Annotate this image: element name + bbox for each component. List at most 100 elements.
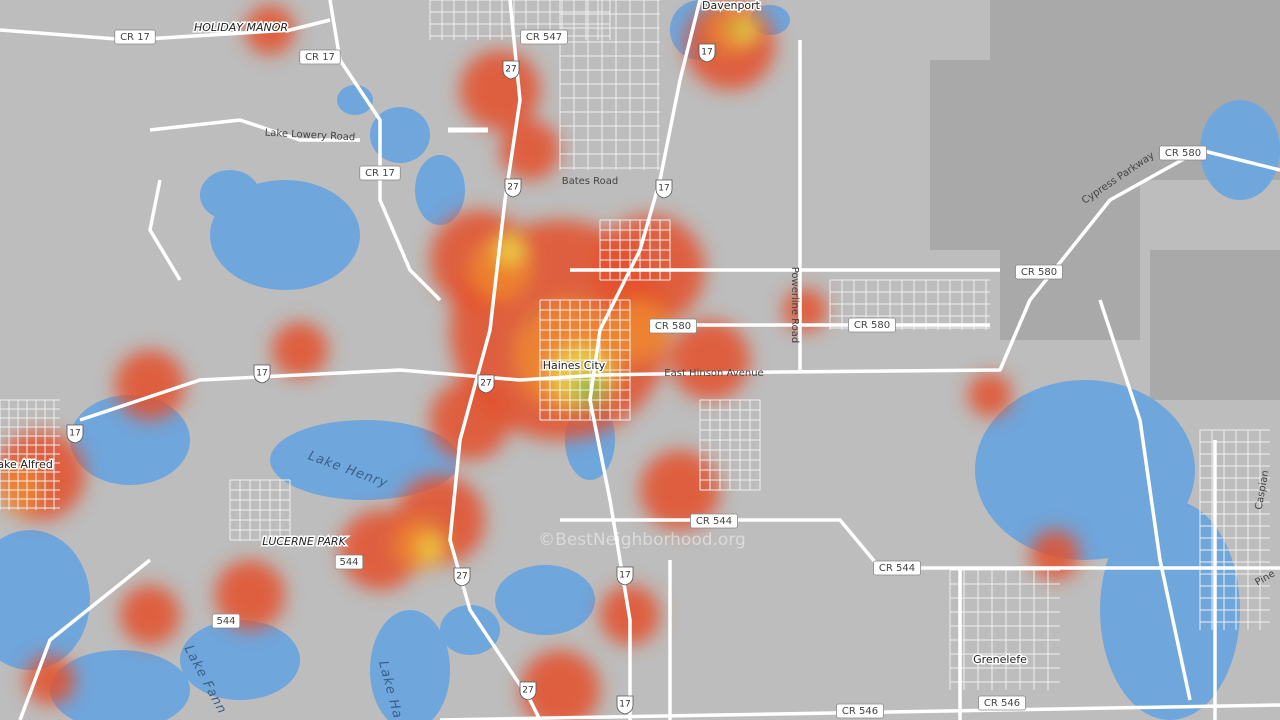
road-label: CR 580 bbox=[854, 320, 890, 331]
road-label: Powerline Road bbox=[789, 267, 800, 344]
heat-blob bbox=[670, 320, 750, 400]
lake bbox=[0, 530, 90, 670]
heat-blob bbox=[120, 585, 180, 645]
road-shield bbox=[211, 613, 241, 629]
highway-shield bbox=[519, 681, 537, 701]
highway-shield bbox=[655, 179, 673, 199]
road-label: CR 546 bbox=[984, 698, 1020, 709]
road-shield bbox=[114, 29, 156, 45]
highway-number: 17 bbox=[658, 184, 669, 194]
road-label: CR 17 bbox=[305, 52, 335, 63]
place-label: Grenelefe bbox=[973, 653, 1027, 666]
road bbox=[0, 18, 331, 42]
road bbox=[149, 118, 360, 142]
place-label: Lucerne Park bbox=[262, 535, 346, 548]
lake bbox=[440, 605, 500, 655]
highway-shield bbox=[698, 43, 716, 63]
lake bbox=[495, 565, 595, 635]
highway-number: 17 bbox=[619, 571, 630, 581]
highway-number: 27 bbox=[522, 686, 533, 696]
highway-shield bbox=[502, 60, 520, 80]
heat-blob bbox=[430, 380, 510, 460]
road-shield bbox=[836, 703, 884, 719]
lake bbox=[337, 85, 373, 115]
road-label: 544 bbox=[216, 616, 235, 627]
lake bbox=[370, 610, 450, 720]
road-label: CR 546 bbox=[842, 706, 878, 717]
highway-shield bbox=[66, 424, 84, 444]
road-label: 544 bbox=[339, 557, 358, 568]
road-shield bbox=[520, 29, 568, 45]
road-label: CR 17 bbox=[120, 32, 150, 43]
heat-blob bbox=[495, 235, 525, 265]
place-label: Davenport bbox=[702, 0, 761, 12]
place-label: Lake Alfred bbox=[0, 458, 53, 471]
road-shield bbox=[1015, 264, 1063, 280]
lake bbox=[370, 107, 430, 163]
road-shield bbox=[848, 317, 896, 333]
road bbox=[79, 148, 1280, 422]
highway-shield bbox=[477, 374, 495, 394]
heat-blob bbox=[783, 288, 827, 332]
heat-blob bbox=[418, 536, 442, 560]
highway-shield bbox=[616, 695, 634, 715]
highway-shield bbox=[453, 567, 471, 587]
heat-blob bbox=[272, 322, 328, 378]
highway-number: 27 bbox=[480, 379, 491, 389]
heat-blob bbox=[520, 650, 600, 720]
place-label: Haines City bbox=[543, 359, 606, 372]
highway-number: 27 bbox=[456, 572, 467, 582]
highway-number: 17 bbox=[256, 369, 267, 379]
road bbox=[1098, 299, 1192, 701]
highway-number: 27 bbox=[507, 183, 518, 193]
highway-shield bbox=[504, 178, 522, 198]
lake bbox=[1200, 100, 1280, 200]
lake bbox=[200, 170, 260, 220]
road-label: CR 580 bbox=[655, 321, 691, 332]
road-shield bbox=[334, 554, 364, 570]
road-shield bbox=[649, 318, 697, 334]
road-label: CR 17 bbox=[365, 168, 395, 179]
dark-area bbox=[1000, 180, 1140, 340]
highway-shield bbox=[616, 566, 634, 586]
road-shield bbox=[690, 513, 738, 529]
watermark: ©BestNeighborhood.org bbox=[538, 530, 746, 550]
place-label: Holiday Manor bbox=[194, 21, 288, 34]
lake bbox=[270, 420, 460, 500]
highway-number: 27 bbox=[505, 65, 516, 75]
road-shield bbox=[359, 165, 401, 181]
road-label: Bates Road bbox=[562, 176, 619, 187]
heat-blob bbox=[968, 373, 1012, 417]
road-shield bbox=[873, 560, 921, 576]
heat-blob bbox=[25, 655, 75, 705]
dark-area bbox=[1150, 250, 1280, 400]
road bbox=[148, 179, 182, 281]
lake bbox=[50, 650, 190, 720]
dark-area bbox=[990, 0, 1280, 60]
highway-shield bbox=[253, 364, 271, 384]
road-label: CR 544 bbox=[696, 516, 732, 527]
road-shield bbox=[1159, 145, 1207, 161]
highway-number: 17 bbox=[69, 429, 80, 439]
highway-number: 17 bbox=[619, 700, 630, 710]
heat-blob bbox=[610, 300, 670, 360]
road-label: CR 544 bbox=[879, 563, 915, 574]
road-shield bbox=[299, 49, 341, 65]
heat-blob bbox=[115, 350, 185, 420]
highway-number: 17 bbox=[701, 48, 712, 58]
road-shield bbox=[978, 695, 1026, 711]
lake bbox=[415, 155, 465, 225]
heat-blob bbox=[215, 560, 285, 630]
road bbox=[18, 558, 152, 720]
road-label: CR 547 bbox=[526, 32, 562, 43]
road-label: Lake Lowery Road bbox=[264, 128, 355, 144]
road-label: CR 580 bbox=[1021, 267, 1057, 278]
heat-blob bbox=[1030, 530, 1080, 580]
lake bbox=[180, 620, 300, 700]
streets bbox=[0, 0, 1270, 690]
road-label: East Hinson Avenue bbox=[664, 368, 763, 379]
road bbox=[448, 0, 542, 720]
heat-blob bbox=[729, 22, 741, 34]
